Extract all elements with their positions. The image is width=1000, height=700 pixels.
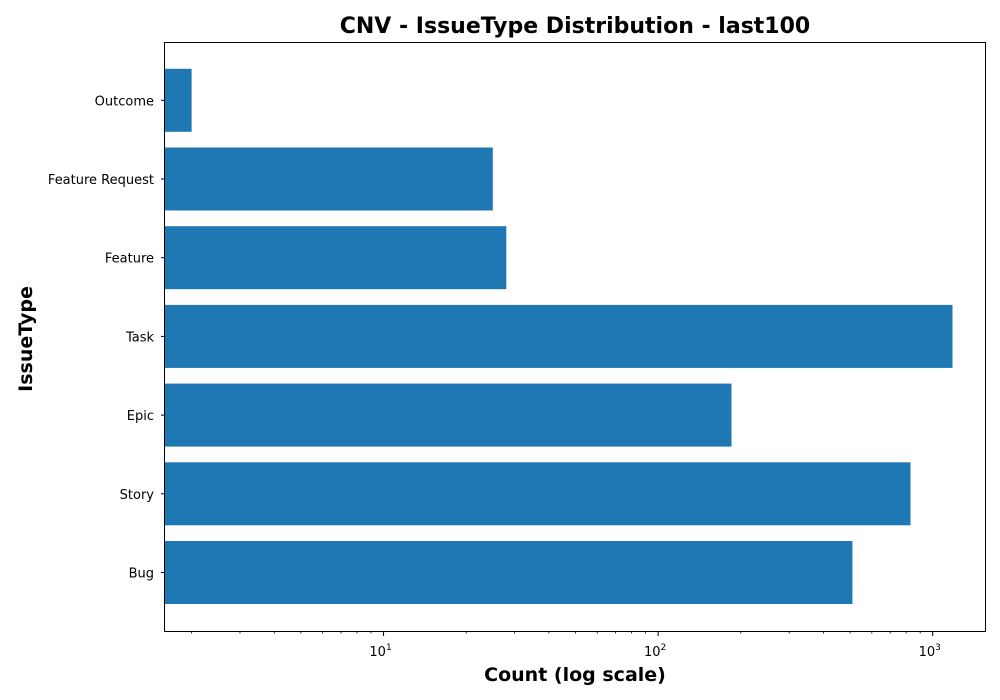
y-tick-label: Outcome xyxy=(95,94,154,109)
x-axis-label: Count (log scale) xyxy=(484,664,666,686)
x-tick-exponent: 1 xyxy=(386,643,392,653)
y-tick-label: Feature Request xyxy=(48,173,154,188)
y-tick-label: Bug xyxy=(129,567,154,582)
x-tick-label: 101 xyxy=(369,643,391,660)
x-tick-label: 103 xyxy=(919,643,941,660)
bar-story xyxy=(165,462,911,526)
bar-task xyxy=(165,304,953,368)
y-tick-label: Epic xyxy=(127,409,154,424)
bar-bug xyxy=(165,541,853,604)
y-axis-label: IssueType xyxy=(15,286,37,392)
y-tick-label: Feature xyxy=(105,252,154,267)
x-tick-exponent: 3 xyxy=(935,643,941,653)
x-tick-base: 10 xyxy=(644,645,661,660)
y-tick-label: Task xyxy=(125,330,155,345)
bar-epic xyxy=(165,383,732,447)
plot-area-frame xyxy=(164,42,986,632)
ticks-group: Bug Story Epic Task Feature Feature Request Ou… xyxy=(48,94,941,660)
bar-feature-request xyxy=(165,147,493,211)
x-tick-base: 10 xyxy=(919,645,936,660)
x-tick-base: 10 xyxy=(369,645,386,660)
bar-feature xyxy=(165,226,507,290)
chart-title: CNV - IssueType Distribution - last100 xyxy=(340,14,810,39)
x-tick-label: 102 xyxy=(644,643,666,660)
bar-outcome xyxy=(165,68,192,132)
y-tick-label: Story xyxy=(120,488,155,503)
x-tick-exponent: 2 xyxy=(661,643,667,653)
bars-group xyxy=(165,68,953,604)
